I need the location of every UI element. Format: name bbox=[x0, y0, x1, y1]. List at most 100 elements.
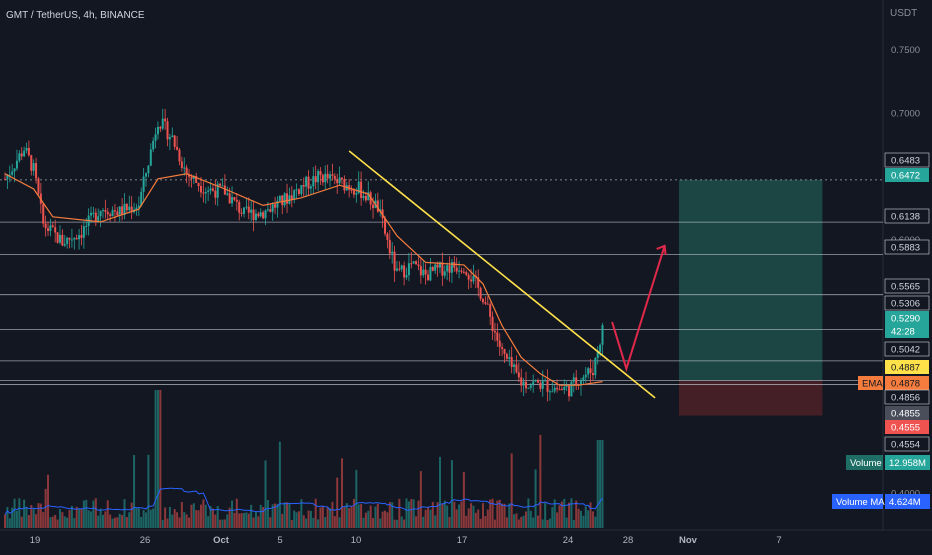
volume-bar bbox=[312, 517, 315, 528]
candle-body bbox=[173, 135, 176, 147]
volume-bar bbox=[395, 519, 398, 528]
volume-bar bbox=[159, 390, 162, 528]
candle-body bbox=[121, 206, 124, 215]
candle-body bbox=[360, 181, 363, 199]
volume-bar bbox=[243, 513, 245, 528]
candle-body bbox=[525, 381, 528, 389]
candle-body bbox=[18, 153, 21, 161]
candle-body bbox=[572, 377, 575, 382]
candle-body bbox=[25, 147, 28, 151]
volume-bar bbox=[345, 503, 348, 528]
candle-body bbox=[290, 195, 293, 200]
candle-body bbox=[78, 235, 81, 240]
loss-zone bbox=[678, 380, 823, 416]
candle-body bbox=[269, 209, 272, 212]
volume-bar bbox=[403, 519, 406, 528]
volume-bar bbox=[591, 511, 594, 528]
horizontal-levels[interactable] bbox=[0, 179, 883, 385]
projection-arrow[interactable] bbox=[611, 244, 667, 373]
volume-bar bbox=[180, 502, 183, 528]
candle-body bbox=[180, 161, 183, 168]
volume-bar bbox=[11, 507, 14, 528]
candle-body bbox=[257, 213, 260, 217]
volume-bar bbox=[374, 506, 377, 528]
candle-body bbox=[395, 268, 398, 271]
candle-body bbox=[460, 270, 463, 272]
volume-ma-path bbox=[4, 487, 603, 515]
candle-body bbox=[250, 209, 253, 213]
price-label-bg-12 bbox=[885, 406, 929, 420]
volume-bar bbox=[436, 502, 439, 528]
volume-bar bbox=[362, 517, 365, 528]
volume-ma-value: 4.624M bbox=[889, 497, 921, 508]
candle-body bbox=[161, 118, 164, 129]
candle-body bbox=[137, 205, 140, 208]
candle-body bbox=[455, 267, 458, 272]
volume-bar bbox=[446, 505, 449, 528]
candle-body bbox=[116, 211, 119, 216]
candle-body bbox=[219, 183, 222, 186]
volume-bar bbox=[348, 508, 351, 528]
volume-tag: Volume bbox=[850, 458, 882, 469]
candle-body bbox=[565, 386, 568, 388]
volume-bar bbox=[479, 518, 482, 528]
candle-body bbox=[584, 374, 587, 378]
price-label-bg-11 bbox=[884, 389, 930, 405]
volume-bar bbox=[587, 510, 590, 528]
volume-bar bbox=[412, 499, 415, 528]
candle-body bbox=[594, 358, 597, 376]
volume-bar bbox=[379, 518, 382, 528]
candle-body bbox=[522, 381, 525, 386]
volume-bar bbox=[431, 501, 434, 528]
volume-bar bbox=[245, 512, 248, 528]
candle-body bbox=[47, 228, 50, 231]
candle-body bbox=[49, 225, 52, 231]
volume-bar bbox=[321, 505, 324, 528]
volume-bar bbox=[156, 390, 159, 528]
candle-body bbox=[427, 274, 430, 281]
volume-bar bbox=[455, 509, 458, 528]
candle-body bbox=[66, 237, 69, 244]
volume-bar bbox=[326, 507, 329, 528]
candle-body bbox=[243, 207, 245, 214]
candle-body bbox=[465, 272, 468, 275]
candle-body bbox=[340, 177, 343, 179]
volume-bar bbox=[238, 513, 241, 528]
volume-bar bbox=[161, 519, 164, 528]
candle-body bbox=[599, 344, 602, 352]
candle-body bbox=[410, 263, 413, 265]
volume-bar bbox=[522, 515, 525, 528]
volume-bar bbox=[216, 506, 219, 528]
volume-bar bbox=[381, 511, 384, 528]
candle-body bbox=[508, 357, 511, 359]
price-label-bg-3 bbox=[884, 239, 930, 255]
candle-body bbox=[436, 264, 439, 268]
volume-bar bbox=[51, 516, 54, 528]
volume-bar bbox=[92, 500, 95, 528]
candle-body bbox=[142, 176, 145, 192]
trendline[interactable] bbox=[348, 150, 656, 399]
price-label-bg-4 bbox=[884, 278, 930, 294]
volume-bar bbox=[462, 472, 465, 528]
price-label-bg-1 bbox=[885, 168, 929, 182]
volume-bar bbox=[448, 517, 451, 528]
candle-body bbox=[293, 190, 296, 200]
volume-bar bbox=[565, 517, 568, 528]
volume-bar bbox=[572, 519, 575, 528]
candle-body bbox=[534, 380, 537, 382]
volume-bar bbox=[551, 507, 554, 528]
candle-body bbox=[199, 185, 202, 193]
volume-bar bbox=[319, 507, 322, 528]
candle-body bbox=[23, 150, 26, 157]
volume-bar bbox=[407, 501, 410, 528]
volume-bar bbox=[106, 500, 109, 528]
volume-bar bbox=[221, 519, 224, 528]
volume-bar bbox=[424, 509, 427, 528]
time-tick-6: 24 bbox=[563, 535, 574, 546]
candle-body bbox=[314, 176, 317, 183]
candle-body bbox=[417, 264, 420, 267]
volume-bar bbox=[35, 514, 38, 528]
candle-body bbox=[338, 177, 341, 184]
candle-body bbox=[128, 206, 131, 211]
